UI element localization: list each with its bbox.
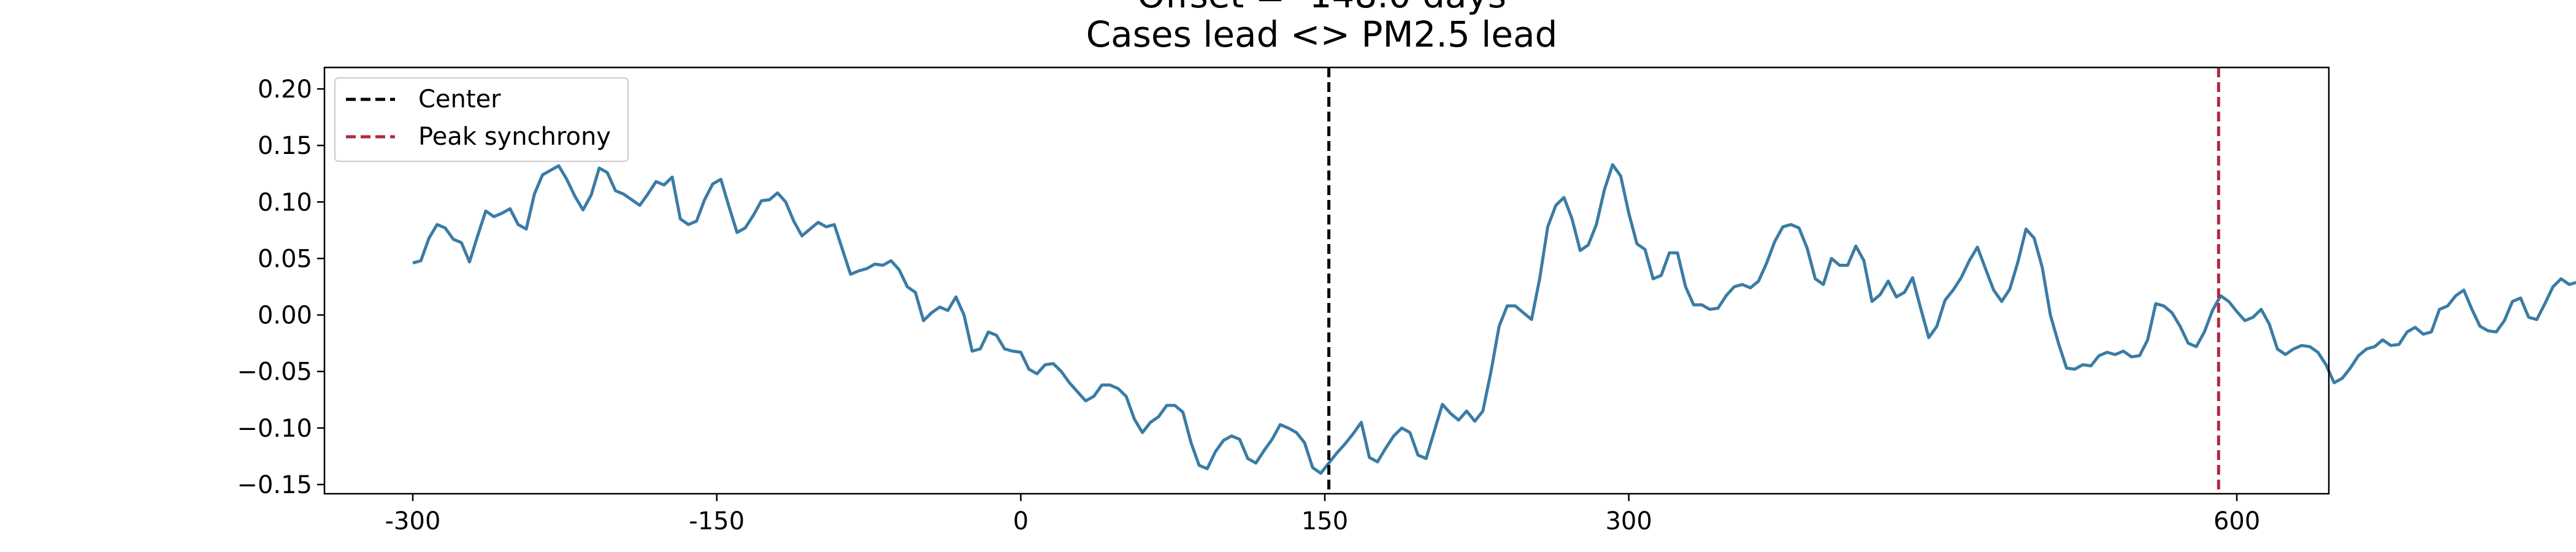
plot-lines	[412, 67, 2576, 494]
x-tick-label: 600	[2214, 507, 2260, 535]
legend-center-label: Center	[418, 85, 501, 113]
y-tick-label: −0.15	[237, 471, 312, 499]
x-axis: -300 -150 0 150 300 600	[385, 494, 2260, 535]
x-tick-label: 150	[1301, 507, 1348, 535]
legend: Center Peak synchrony	[334, 77, 629, 162]
plot-frame	[323, 66, 2330, 495]
y-tick-label: −0.05	[237, 358, 312, 386]
series-line	[412, 163, 2576, 475]
y-tick-label: 0.10	[258, 188, 312, 217]
x-tick-label: -150	[689, 507, 745, 535]
chart-title-line-1: Offset = -148.0 days	[1137, 0, 1506, 16]
y-axis: −0.15 −0.10 −0.05 0.00 0.05 0.10 0.15 0.20	[237, 75, 324, 499]
y-tick-label: 0.20	[258, 75, 312, 104]
y-tick-label: 0.05	[258, 245, 312, 273]
x-tick-label: 0	[1013, 507, 1029, 535]
x-tick-label: -300	[385, 507, 441, 535]
legend-box	[334, 77, 629, 162]
legend-peak-label: Peak synchrony	[418, 123, 611, 151]
y-tick-label: −0.10	[237, 415, 312, 443]
y-tick-label: 0.15	[258, 132, 312, 160]
x-tick-label: 300	[1605, 507, 1652, 535]
chart-title-line-2: Cases lead <> PM2.5 lead	[1086, 13, 1558, 55]
y-tick-label: 0.00	[258, 302, 312, 330]
